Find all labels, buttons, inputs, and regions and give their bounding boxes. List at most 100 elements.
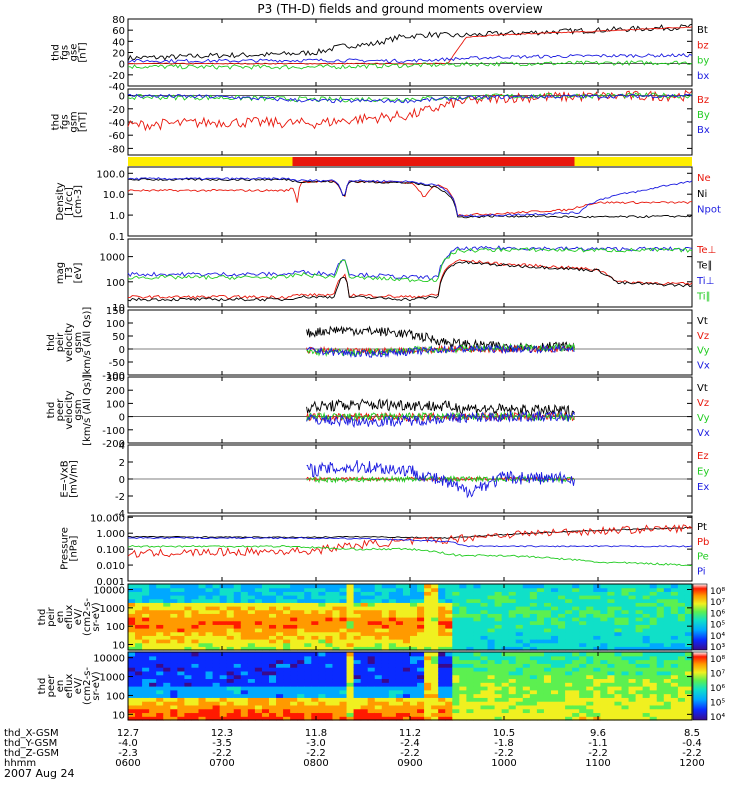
spectrogram-cell — [607, 635, 616, 640]
spectrogram-cell — [205, 639, 214, 644]
spectrogram-cell — [466, 678, 475, 683]
spectrogram-cell — [515, 674, 524, 680]
spectrogram-cell — [508, 708, 517, 714]
spectrogram-cell — [261, 635, 270, 640]
spectrogram-cell — [558, 613, 566, 618]
spectrogram-cell — [515, 652, 524, 657]
spectrogram-cell — [494, 628, 503, 633]
spectrogram-cell — [177, 631, 185, 636]
spectrogram-cell — [191, 620, 200, 625]
spectrogram-cell — [290, 670, 298, 676]
spectrogram-cell — [536, 613, 545, 618]
spectrogram-cell — [156, 584, 164, 589]
spectrogram-cell — [452, 701, 460, 706]
spectrogram-cell — [297, 624, 305, 629]
spectrogram-cell — [283, 689, 291, 695]
spectrogram-cell — [508, 701, 517, 706]
spectrogram-cell — [600, 708, 608, 714]
spectrogram-cell — [395, 670, 404, 676]
spectrogram-cell — [438, 635, 446, 640]
spectrogram-cell — [445, 682, 453, 687]
spectrogram-cell — [247, 678, 256, 683]
spectrogram-cell — [388, 613, 397, 618]
spectrogram-cell — [325, 674, 334, 680]
spectrogram-cell — [374, 620, 383, 625]
spectrogram-cell — [388, 620, 397, 625]
spectrogram-cell — [163, 635, 171, 640]
spectrogram-cell — [346, 646, 355, 651]
spectrogram-cell — [261, 642, 270, 647]
spectrogram-cell — [431, 659, 439, 664]
spectrogram-cell — [191, 712, 200, 717]
spectrogram-cell — [410, 602, 418, 607]
spectrogram-cell — [297, 584, 305, 589]
spectrogram-cell — [684, 670, 693, 676]
spectrogram-cell — [177, 659, 185, 664]
spectrogram-cell — [431, 678, 439, 683]
spectrogram-cell — [417, 628, 425, 633]
spectrogram-cell — [311, 598, 319, 603]
spectrogram-cell — [565, 701, 573, 706]
spectrogram-cell — [522, 670, 531, 676]
spectrogram-cell — [649, 624, 658, 629]
spectrogram-cell — [487, 617, 496, 622]
spectrogram-cell — [395, 624, 404, 629]
spectrogram-cell — [656, 704, 665, 710]
spectrogram-cell — [480, 663, 489, 668]
spectrogram-cell — [233, 602, 242, 607]
spectrogram-cell — [269, 659, 277, 664]
spectrogram-cell — [438, 678, 446, 683]
spectrogram-cell — [261, 712, 270, 717]
spectrogram-cell — [649, 609, 658, 614]
spectrogram-cell — [515, 591, 524, 596]
spectrogram-cell — [656, 678, 665, 683]
spectrogram-cell — [388, 678, 397, 683]
spectrogram-cell — [586, 716, 594, 721]
spectrogram-cell — [473, 686, 482, 691]
spectrogram-cell — [551, 716, 559, 721]
spectrogram-cell — [177, 716, 185, 721]
spectrogram-cell — [402, 678, 411, 683]
spectrogram-cell — [642, 635, 651, 640]
spectrogram-cell — [142, 617, 150, 622]
spectrogram-cell — [346, 667, 355, 672]
spectrogram-cell — [607, 652, 616, 657]
spectrogram-cell — [431, 631, 439, 636]
spectrogram-cell — [374, 712, 383, 717]
spectrogram-cell — [600, 598, 608, 603]
spectrogram-cell — [424, 613, 432, 618]
spectrogram-cell — [586, 697, 594, 702]
y-tick-label: 300 — [106, 373, 125, 384]
spectrogram-cell — [198, 591, 207, 596]
spectrogram-cell — [135, 686, 143, 691]
spectrogram-cell — [332, 635, 341, 640]
spectrogram-cell — [480, 587, 489, 592]
spectrogram-cell — [501, 587, 510, 592]
spectrogram-cell — [656, 595, 665, 600]
spectrogram-cell — [346, 678, 355, 683]
y-axis-label-line: [1/cc] — [64, 187, 75, 216]
spectrogram-cell — [388, 674, 397, 680]
spectrogram-cell — [261, 689, 270, 695]
spectrogram-cell — [290, 587, 298, 592]
spectrogram-cell — [438, 628, 446, 633]
spectrogram-cell — [135, 620, 143, 625]
spectrogram-cell — [254, 693, 263, 698]
spectrogram-cell — [670, 670, 679, 676]
spectrogram-cell — [438, 701, 446, 706]
spectrogram-cell — [360, 682, 369, 687]
spectrogram-cell — [473, 704, 482, 710]
spectrogram-cell — [558, 655, 566, 661]
spectrogram-cell — [586, 613, 594, 618]
spectrogram-cell — [290, 642, 298, 647]
spectrogram-cell — [501, 642, 510, 647]
spectrogram-cell — [367, 652, 376, 657]
spectrogram-cell — [395, 663, 404, 668]
spectrogram-cell — [621, 617, 630, 622]
spectrogram-cell — [247, 708, 256, 714]
y-tick-label: 60 — [112, 26, 125, 37]
spectrogram-cell — [170, 613, 178, 618]
spectrogram-cell — [170, 697, 178, 702]
spectrogram-cell — [431, 682, 439, 687]
series-line-npot — [127, 177, 693, 218]
